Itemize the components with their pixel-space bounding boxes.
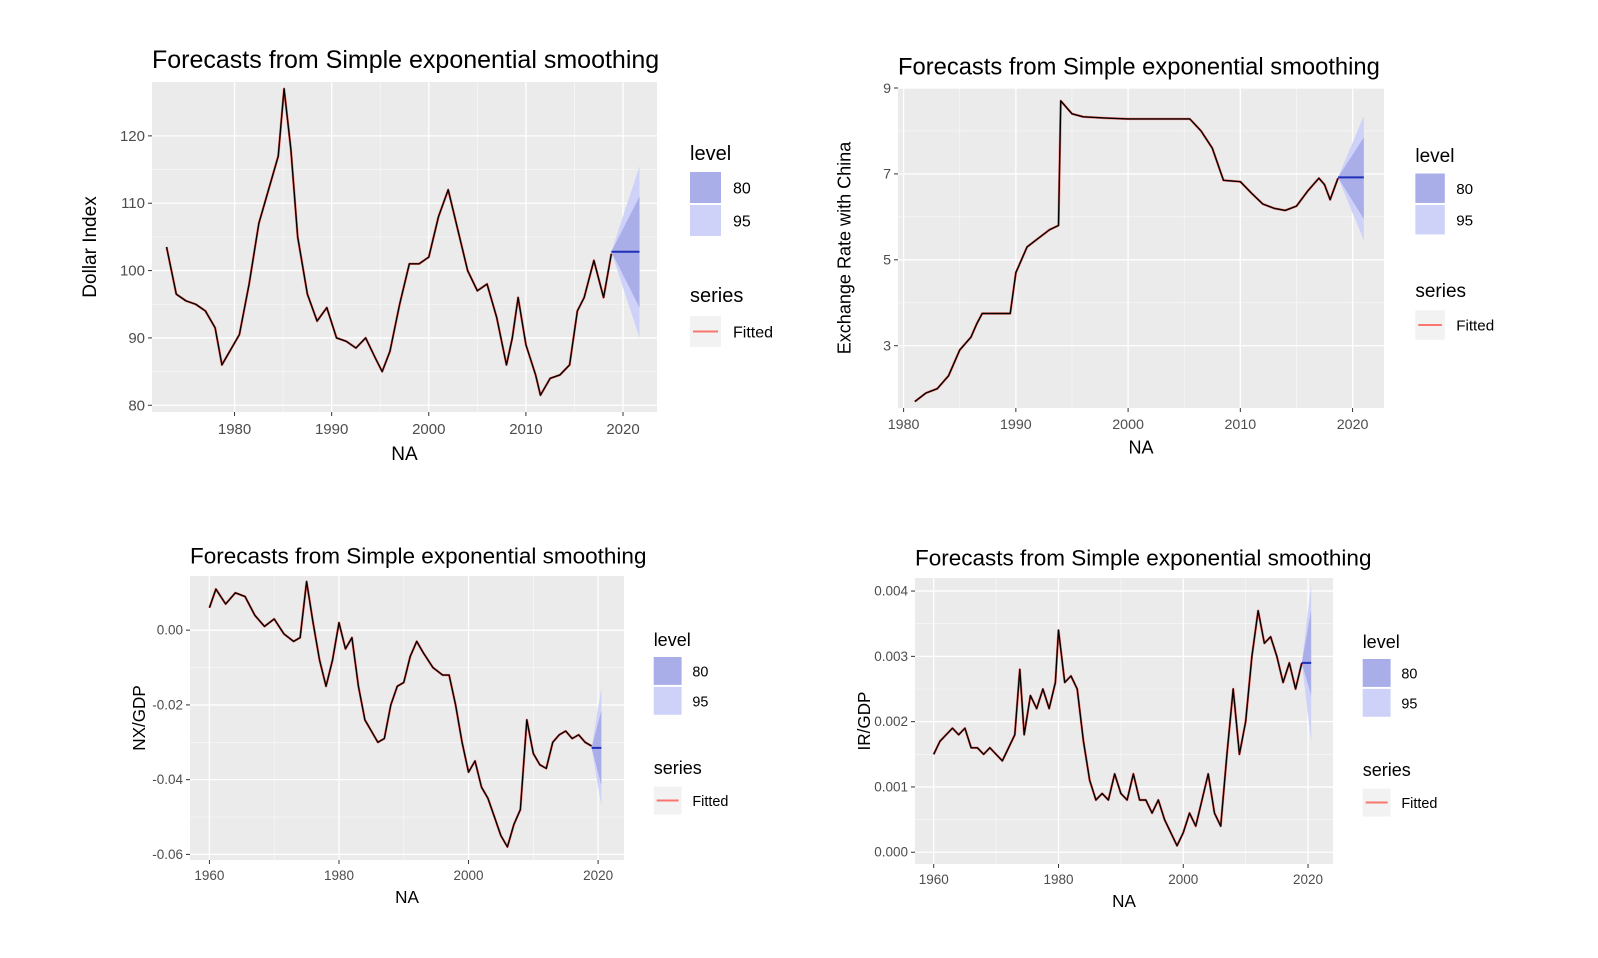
chart-nx-gdp: 1960 1980 2000 2020 -0.06 -0.04 -0.02 0.00 Forec… [130,543,728,907]
x-tick-label: 1990 [315,421,348,438]
legend-level-title: level [1415,146,1454,167]
y-axis-label: NX/GDP [130,685,149,751]
legend-series-title: series [654,758,702,778]
x-tick-label: 2000 [1168,872,1198,887]
legend-level-title: level [1363,632,1400,652]
actual-series-line [914,100,1339,403]
pi80-band [1301,610,1312,696]
y-tick-label: 120 [120,128,145,145]
legend-level-title: level [654,630,691,650]
chart-title: Forecasts from Simple exponential smooth… [190,543,646,568]
x-tick-label: 2020 [583,868,613,883]
legend-label-80: 80 [733,181,751,198]
actual-series-line [208,580,592,848]
x-tick-label: 2000 [454,868,484,883]
y-tick-label: 0.002 [874,714,908,729]
x-tick-label: 2010 [1224,417,1256,433]
y-tick-label: 0.001 [874,779,908,794]
legend-level-title: level [690,143,731,165]
legend-label-95: 95 [1456,212,1473,229]
plot-panel [898,88,1384,408]
legend-label-fitted: Fitted [1456,318,1494,335]
legend-key-95 [1362,688,1391,717]
x-axis-label: NA [1112,892,1136,911]
legend-label-fitted: Fitted [733,325,773,342]
x-axis-label: NA [395,888,419,907]
x-tick-label: 2010 [509,421,542,438]
y-tick-label: 110 [121,195,145,212]
chart-title: Forecasts from Simple exponential smooth… [152,46,659,74]
chart-title: Forecasts from Simple exponential smooth… [915,545,1371,570]
x-tick-label: 2020 [606,421,639,438]
x-tick-label: 2000 [1112,417,1144,433]
chart-title: Forecasts from Simple exponential smooth… [898,54,1380,81]
y-tick-label: 5 [883,253,891,269]
legend-label-80: 80 [1401,666,1417,682]
x-tick-label: 2020 [1337,417,1369,433]
x-tick-label: 2000 [412,421,445,438]
legend-label-95: 95 [733,214,751,231]
legend-key-80 [690,172,721,203]
y-tick-label: 90 [128,330,145,347]
legend-key-80 [653,657,682,685]
x-tick-label: 1980 [324,868,354,883]
legend-key-95 [690,205,721,236]
y-tick-label: 9 [883,81,891,97]
legend-key-95 [1415,204,1445,235]
y-tick-label: 0.00 [157,623,183,638]
x-tick-label: 1960 [194,868,224,883]
x-axis-label: NA [391,444,418,465]
legend-label-fitted: Fitted [692,794,728,810]
y-axis-label: IR/GDP [855,692,874,751]
legend-label-95: 95 [1401,696,1417,712]
y-tick-label: -0.04 [152,772,183,787]
y-tick-label: -0.06 [152,847,183,862]
y-tick-label: 0.000 [874,845,908,860]
chart-svg: 1980 1990 2000 2010 2020 3 5 7 9 Forecasts from S… [835,54,1495,458]
plot-panel [152,82,657,412]
legend-key-80 [1362,659,1391,687]
y-axis-label: Dollar Index [80,196,101,298]
y-axis-label: Exchange Rate with China [835,141,855,354]
y-tick-label: 0.003 [874,649,908,664]
y-tick-label: -0.02 [152,697,183,712]
legend-label-fitted: Fitted [1401,796,1437,812]
legend-label-80: 80 [1456,181,1473,198]
y-tick-label: 3 [883,338,891,354]
chart-svg: 1960 1980 2000 2020 -0.06 -0.04 -0.02 0.00 Forec… [130,543,728,907]
y-tick-label: 7 [883,167,891,183]
x-tick-label: 2020 [1293,872,1323,887]
plot-panel [915,578,1333,864]
x-tick-label: 1960 [919,872,949,887]
y-tick-label: 100 [120,263,145,280]
x-tick-label: 1990 [1000,417,1032,433]
chart-dollar-index: 1980 1990 2000 2010 2020 80 90 100 110 120 Forecas… [0,0,800,480]
legend-key-80 [1415,173,1445,203]
legend-series-title: series [1415,281,1466,302]
actual-series-line [933,609,1303,847]
chart-exchange-rate-china: 1980 1990 2000 2010 2020 3 5 7 9 Forecasts from S… [835,54,1495,458]
chart-svg: 1980 1990 2000 2010 2020 80 90 100 110 120 Forecas… [80,46,773,465]
legend-label-80: 80 [692,664,708,680]
x-tick-label: 1980 [218,421,251,438]
legend-key-95 [653,686,682,715]
legend-label-95: 95 [692,694,708,710]
y-tick-label: 80 [128,397,145,414]
legend-series-title: series [1363,760,1411,780]
y-tick-label: 0.004 [874,584,908,599]
x-tick-label: 1980 [1043,872,1073,887]
legend-series-title: series [690,285,743,307]
x-tick-label: 1980 [888,417,920,433]
actual-series-line [165,88,613,396]
x-axis-label: NA [1128,438,1153,458]
